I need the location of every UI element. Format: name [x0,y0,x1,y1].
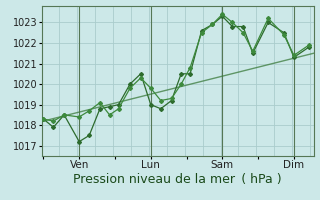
X-axis label: Pression niveau de la mer ( hPa ): Pression niveau de la mer ( hPa ) [73,173,282,186]
